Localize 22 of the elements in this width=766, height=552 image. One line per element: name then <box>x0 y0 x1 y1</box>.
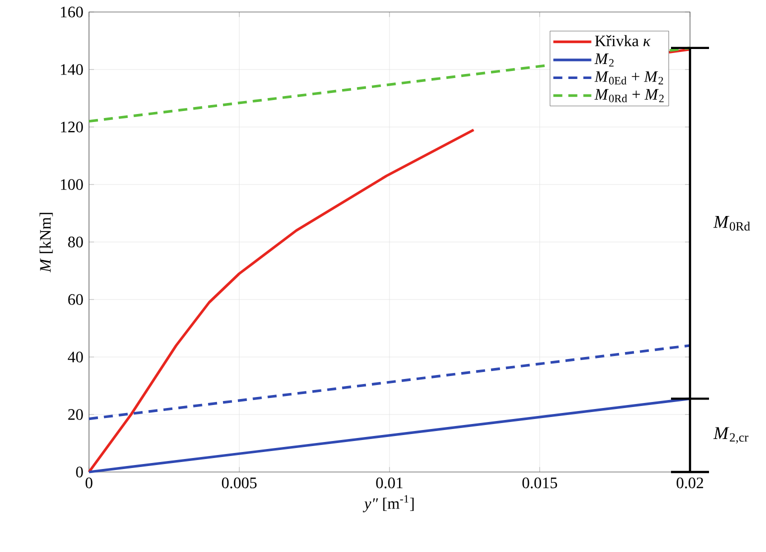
text: M$_{2,cr}$ <box>713 427 748 444</box>
y-axis-title: M [kNm] <box>40 212 53 272</box>
y-tick-label: 120 <box>60 122 83 132</box>
legend-label: Křivka κ <box>595 35 651 46</box>
y-tick-label: 80 <box>68 236 83 248</box>
y-tick-label: 100 <box>60 179 83 190</box>
x-tick-label: 0.01 <box>376 478 402 488</box>
y-tick-label: 160 <box>60 6 83 18</box>
legend-label: M$_{0Rd}$ + M$_{2}$ <box>594 89 664 102</box>
x-tick-label: 0.015 <box>522 478 558 488</box>
y-tick-label: 20 <box>68 409 83 420</box>
y-tick-label: 0 <box>76 466 83 478</box>
y-tick-label: 140 <box>60 64 83 75</box>
x-tick-label: 0.005 <box>222 478 257 488</box>
legend-label: M$_{0Ed}$ + M$_{2}$ <box>594 71 664 84</box>
x-tick-label: 0 <box>86 478 92 488</box>
y-tick-label: 60 <box>68 294 83 305</box>
x-tick-label: 0.02 <box>676 478 704 488</box>
legend-label: M$_{2}$ <box>594 54 614 67</box>
y-tick-label: 40 <box>68 352 83 362</box>
x-axis-title: y″ [m$^{-1}$] <box>362 495 414 512</box>
text: M$_{0Rd}$ <box>713 216 750 231</box>
